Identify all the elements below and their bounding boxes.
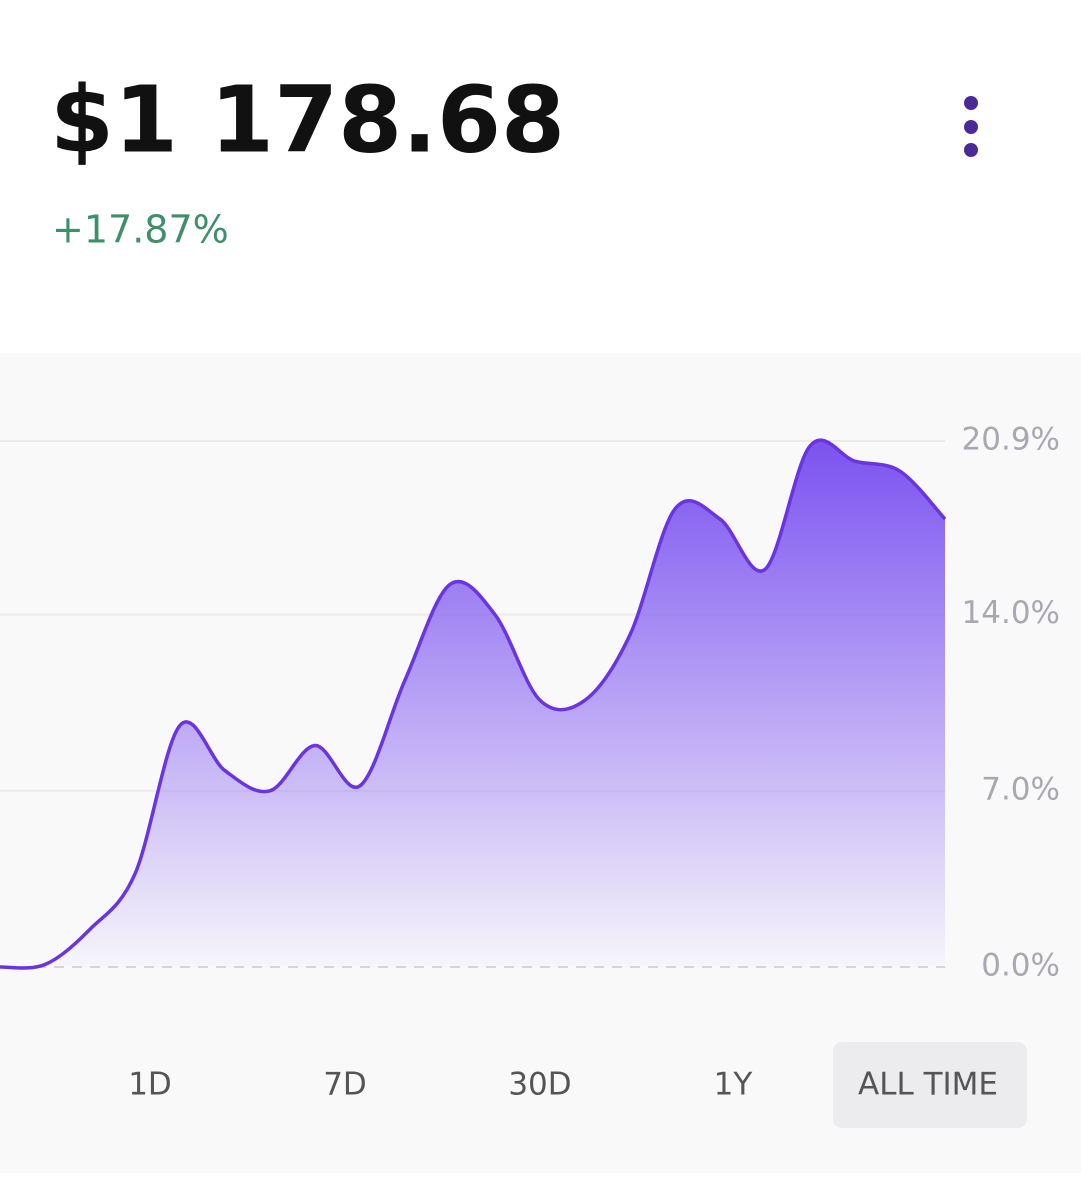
range-selector: 1D 7D 30D 1Y ALL TIME [128,1067,998,1103]
y-tick-label: 7.0% [981,771,1060,807]
range-button[interactable]: 1D [128,1067,172,1103]
area-fill [0,440,945,968]
range-button[interactable]: 1Y [714,1067,753,1103]
range-button[interactable]: 7D [323,1067,367,1103]
y-tick-label: 0.0% [981,948,1060,984]
y-tick-label: 14.0% [962,595,1060,631]
menu-button[interactable] [964,96,978,157]
y-tick-label: 20.9% [962,422,1060,458]
range-button[interactable]: ALL TIME [858,1067,998,1103]
balance: $1 178.68 [50,66,565,173]
chart: 0.0% 7.0% 14.0% 20.9% [0,422,1060,984]
change: +17.87% [52,208,229,252]
selected-range-bg [833,1042,1027,1128]
range-button[interactable]: 30D [508,1067,571,1103]
line [0,438,947,970]
